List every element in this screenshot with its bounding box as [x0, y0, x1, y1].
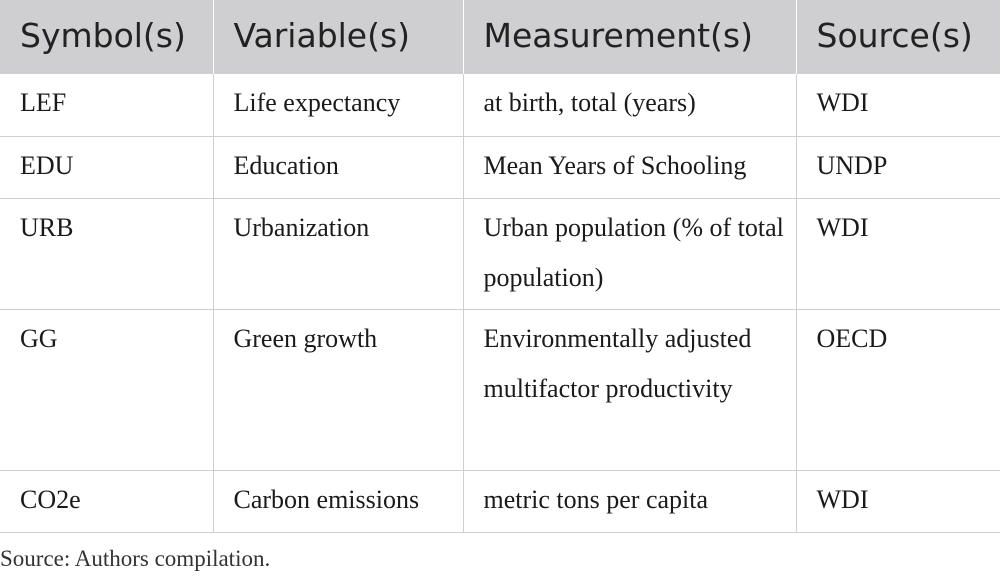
cell-symbol: URB [0, 198, 214, 310]
cell-variable: Life expectancy [213, 74, 464, 137]
table-body: LEF Life expectancy at birth, total (yea… [0, 74, 1000, 533]
table-row: URB Urbanization Urban population (% of … [0, 198, 1000, 310]
cell-measurement: Environmentally adjusted multifactor pro… [463, 309, 797, 471]
variables-table: Symbol(s) Variable(s) Measurement(s) Sou… [0, 0, 1000, 533]
cell-source: WDI [796, 198, 1000, 310]
cell-source: WDI [796, 470, 1000, 533]
header-source: Source(s) [796, 0, 1000, 74]
header-symbol: Symbol(s) [0, 0, 214, 74]
cell-symbol: CO2e [0, 470, 214, 533]
cell-measurement: metric tons per capita [463, 470, 797, 533]
header-measurement: Measurement(s) [463, 0, 797, 74]
cell-measurement: Mean Years of Schooling [463, 136, 797, 199]
table-footnote: Source: Authors compilation. [0, 546, 271, 571]
header-row: Symbol(s) Variable(s) Measurement(s) Sou… [0, 0, 1000, 74]
cell-measurement: at birth, total (years) [463, 74, 797, 137]
cell-symbol: LEF [0, 74, 214, 137]
cell-symbol: GG [0, 309, 214, 471]
table-row: EDU Education Mean Years of Schooling UN… [0, 136, 1000, 199]
cell-variable: Education [213, 136, 464, 199]
cell-source: UNDP [796, 136, 1000, 199]
cell-variable: Green growth [213, 309, 464, 471]
table-row: GG Green growth Environmentally adjusted… [0, 309, 1000, 471]
cell-source: WDI [796, 74, 1000, 137]
table-header: Symbol(s) Variable(s) Measurement(s) Sou… [0, 0, 1000, 74]
cell-variable: Carbon emissions [213, 470, 464, 533]
cell-variable: Urbanization [213, 198, 464, 310]
table-row: LEF Life expectancy at birth, total (yea… [0, 74, 1000, 137]
header-variable: Variable(s) [213, 0, 464, 74]
table-row: CO2e Carbon emissions metric tons per ca… [0, 470, 1000, 533]
cell-measurement: Urban population (% of total population) [463, 198, 797, 310]
cell-symbol: EDU [0, 136, 214, 199]
cell-source: OECD [796, 309, 1000, 471]
